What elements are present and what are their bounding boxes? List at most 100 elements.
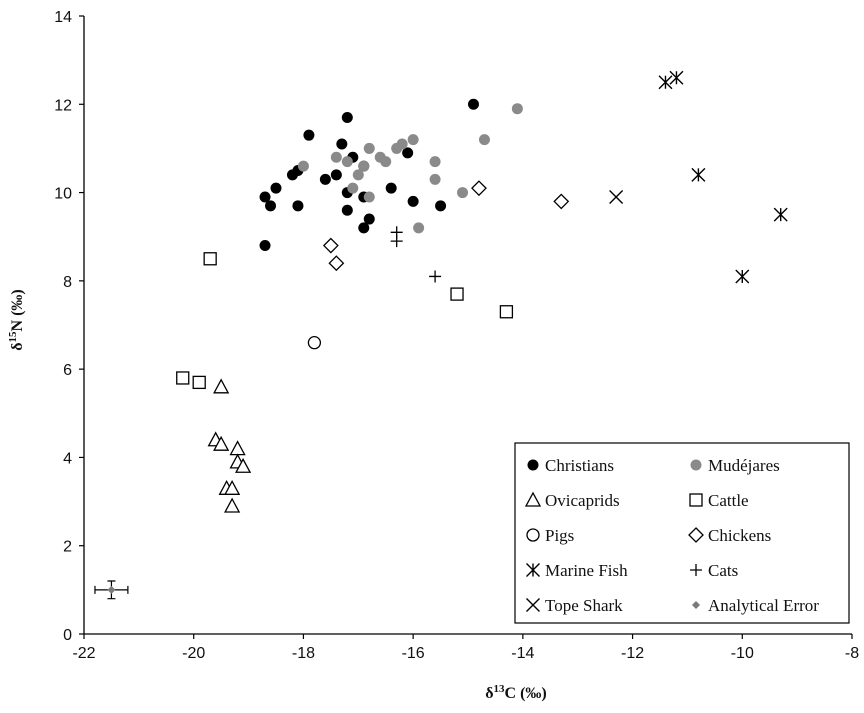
mud-jares-point <box>407 134 419 146</box>
mud-jares-point <box>330 151 342 163</box>
christians-point <box>303 129 315 141</box>
cattle-point <box>192 375 206 390</box>
x-tick-label: -16 <box>402 645 425 662</box>
mud-jares-point <box>380 156 392 168</box>
christians-point <box>402 147 414 159</box>
christians-point <box>407 195 419 207</box>
legend-marker-mud-jares <box>690 459 702 471</box>
christians-point <box>467 98 479 110</box>
y-tick-label: 2 <box>63 539 72 556</box>
ovicaprids-point <box>224 479 241 495</box>
mud-jares-point <box>511 103 523 115</box>
cattle-point <box>203 252 217 266</box>
x-tick-label: -12 <box>621 645 644 662</box>
data-points <box>94 70 788 600</box>
y-tick-label: 8 <box>63 274 72 291</box>
legend-label-ovicaprids: Ovicaprids <box>545 491 620 510</box>
christians-point <box>319 173 331 185</box>
marine-fish-point <box>773 207 788 222</box>
mud-jares-point <box>363 191 375 203</box>
christians-point <box>259 240 271 252</box>
pigs-point <box>307 336 322 350</box>
y-tick-label: 10 <box>54 186 72 203</box>
cattle-point <box>450 287 464 301</box>
chickens-point <box>471 180 487 197</box>
legend-label-pigs: Pigs <box>545 526 574 545</box>
legend-label-analytical-error: Analytical Error <box>708 596 819 615</box>
legend-label-tope-shark: Tope Shark <box>545 596 623 615</box>
y-tick-label: 6 <box>63 362 72 379</box>
marine-fish-point <box>735 269 750 284</box>
ovicaprids-point <box>213 378 230 394</box>
mud-jares-point <box>413 222 425 234</box>
legend-label-cattle: Cattle <box>708 491 749 510</box>
christians-point <box>259 191 271 203</box>
christians-point <box>341 112 353 124</box>
x-tick-label: -20 <box>182 645 205 662</box>
christians-point <box>330 169 342 181</box>
mud-jares-point <box>396 138 408 150</box>
legend-marker-tope-shark <box>526 598 540 612</box>
mud-jares-point <box>341 156 353 168</box>
tick-labels: -22 -20 -18 -16 -14 -12 -10 -8 0 2 4 6 8 10 12 14 <box>54 9 859 662</box>
legend-label-cats: Cats <box>708 561 738 580</box>
mud-jares-point <box>297 160 309 172</box>
y-axis-title: δ15N (‰) <box>7 289 26 351</box>
cattle-point <box>176 371 190 385</box>
legend-marker-chickens <box>688 527 704 543</box>
legend-label-marine-fish: Marine Fish <box>545 561 628 580</box>
christians-point <box>265 200 277 212</box>
christians-point <box>336 138 348 150</box>
christians-point <box>292 200 304 212</box>
x-tick-label: -14 <box>511 645 534 662</box>
axes <box>79 15 853 639</box>
cats-point <box>390 235 403 248</box>
analytical-error-point <box>107 585 116 594</box>
legend-marker-analytical-error <box>692 601 700 609</box>
y-tick-label: 0 <box>63 627 72 644</box>
ovicaprids-point <box>224 497 241 513</box>
legend-marker-marine-fish <box>526 563 540 577</box>
christians-point <box>358 222 370 234</box>
chickens-point <box>553 193 570 210</box>
chickens-point <box>322 237 339 254</box>
marine-fish-point <box>669 70 684 85</box>
marine-fish-point <box>658 75 673 90</box>
y-tick-label: 12 <box>54 97 72 114</box>
legend-label-chickens: Chickens <box>708 526 771 545</box>
ovicaprids-point <box>213 435 230 451</box>
x-axis-title: δ13C (‰) <box>485 683 547 702</box>
ovicaprids-point <box>234 457 252 473</box>
legend-marker-ovicaprids <box>524 491 542 507</box>
x-tick-label: -18 <box>292 645 315 662</box>
mud-jares-point <box>352 169 364 181</box>
christians-point <box>363 213 375 225</box>
chickens-point <box>328 255 345 272</box>
marine-fish-point <box>691 167 706 182</box>
mud-jares-point <box>457 187 469 199</box>
legend-marker-cats <box>690 564 702 576</box>
mud-jares-point <box>429 173 441 185</box>
legend-marker-christians <box>527 459 539 471</box>
christians-point <box>270 182 282 194</box>
tope-shark-point <box>609 189 624 204</box>
mud-jares-point <box>358 160 370 172</box>
cattle-point <box>499 305 514 319</box>
legend-label-mud-jares: Mudéjares <box>708 456 780 475</box>
christians-point <box>435 200 447 212</box>
ovicaprids-point <box>229 440 246 456</box>
y-tick-label: 14 <box>54 9 72 26</box>
legend-box <box>514 442 850 624</box>
x-tick-label: -8 <box>845 645 859 662</box>
mud-jares-point <box>429 156 441 168</box>
legend: Christians Mudéjares Ovicaprids Cattle Pigs C… <box>514 442 850 624</box>
mud-jares-point <box>347 182 359 194</box>
mud-jares-point <box>363 142 375 154</box>
x-tick-label: -10 <box>731 645 754 662</box>
cats-point <box>429 270 442 283</box>
legend-marker-pigs <box>526 528 540 542</box>
legend-marker-cattle <box>689 493 703 507</box>
christians-point <box>385 182 397 194</box>
y-tick-label: 4 <box>63 450 72 467</box>
